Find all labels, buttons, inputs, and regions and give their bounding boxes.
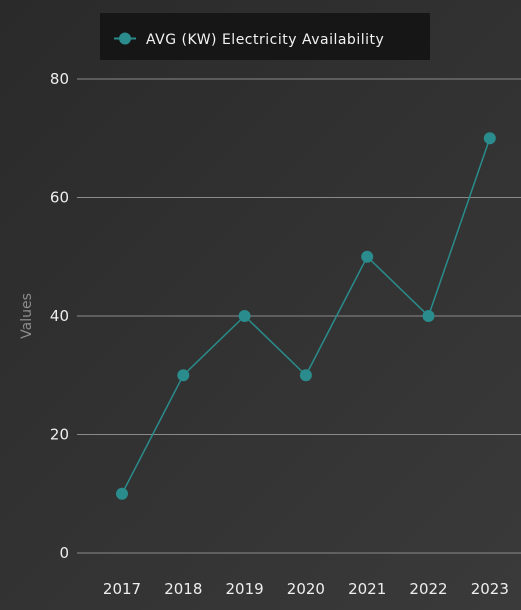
y-tick-label: 60 bbox=[50, 189, 69, 207]
series-layer bbox=[116, 132, 496, 500]
y-tick-label: 40 bbox=[50, 307, 69, 325]
x-axis-ticks: 2017 2018 2019 2020 2021 2022 2023 bbox=[103, 580, 509, 598]
data-point-2022[interactable] bbox=[422, 310, 435, 322]
x-tick-label: 2018 bbox=[164, 580, 202, 598]
data-point-2018[interactable] bbox=[177, 369, 190, 382]
legend-series-marker bbox=[119, 32, 131, 45]
data-point-2021[interactable] bbox=[361, 250, 374, 263]
grid-lines bbox=[77, 78, 521, 554]
legend-background bbox=[100, 13, 430, 60]
data-point-2019[interactable] bbox=[238, 310, 251, 322]
data-point-2017[interactable] bbox=[116, 487, 128, 500]
data-point-2020[interactable] bbox=[299, 369, 312, 382]
legend-series-label: AVG (KW) Electricity Availability bbox=[146, 32, 384, 48]
y-tick-label: 0 bbox=[59, 544, 69, 562]
x-tick-label: 2022 bbox=[409, 580, 447, 598]
x-tick-label: 2023 bbox=[471, 580, 509, 598]
y-axis-title: Values bbox=[19, 293, 35, 339]
y-axis-ticks: 0 20 40 60 80 bbox=[50, 70, 69, 562]
legend[interactable]: AVG (KW) Electricity Availability bbox=[100, 13, 430, 60]
x-tick-label: 2020 bbox=[287, 580, 325, 598]
x-tick-label: 2021 bbox=[348, 580, 386, 598]
x-tick-label: 2017 bbox=[103, 580, 141, 598]
y-tick-label: 20 bbox=[50, 426, 69, 444]
x-tick-label: 2019 bbox=[226, 580, 264, 598]
data-point-2023[interactable] bbox=[483, 132, 496, 145]
y-tick-label: 80 bbox=[50, 70, 69, 88]
